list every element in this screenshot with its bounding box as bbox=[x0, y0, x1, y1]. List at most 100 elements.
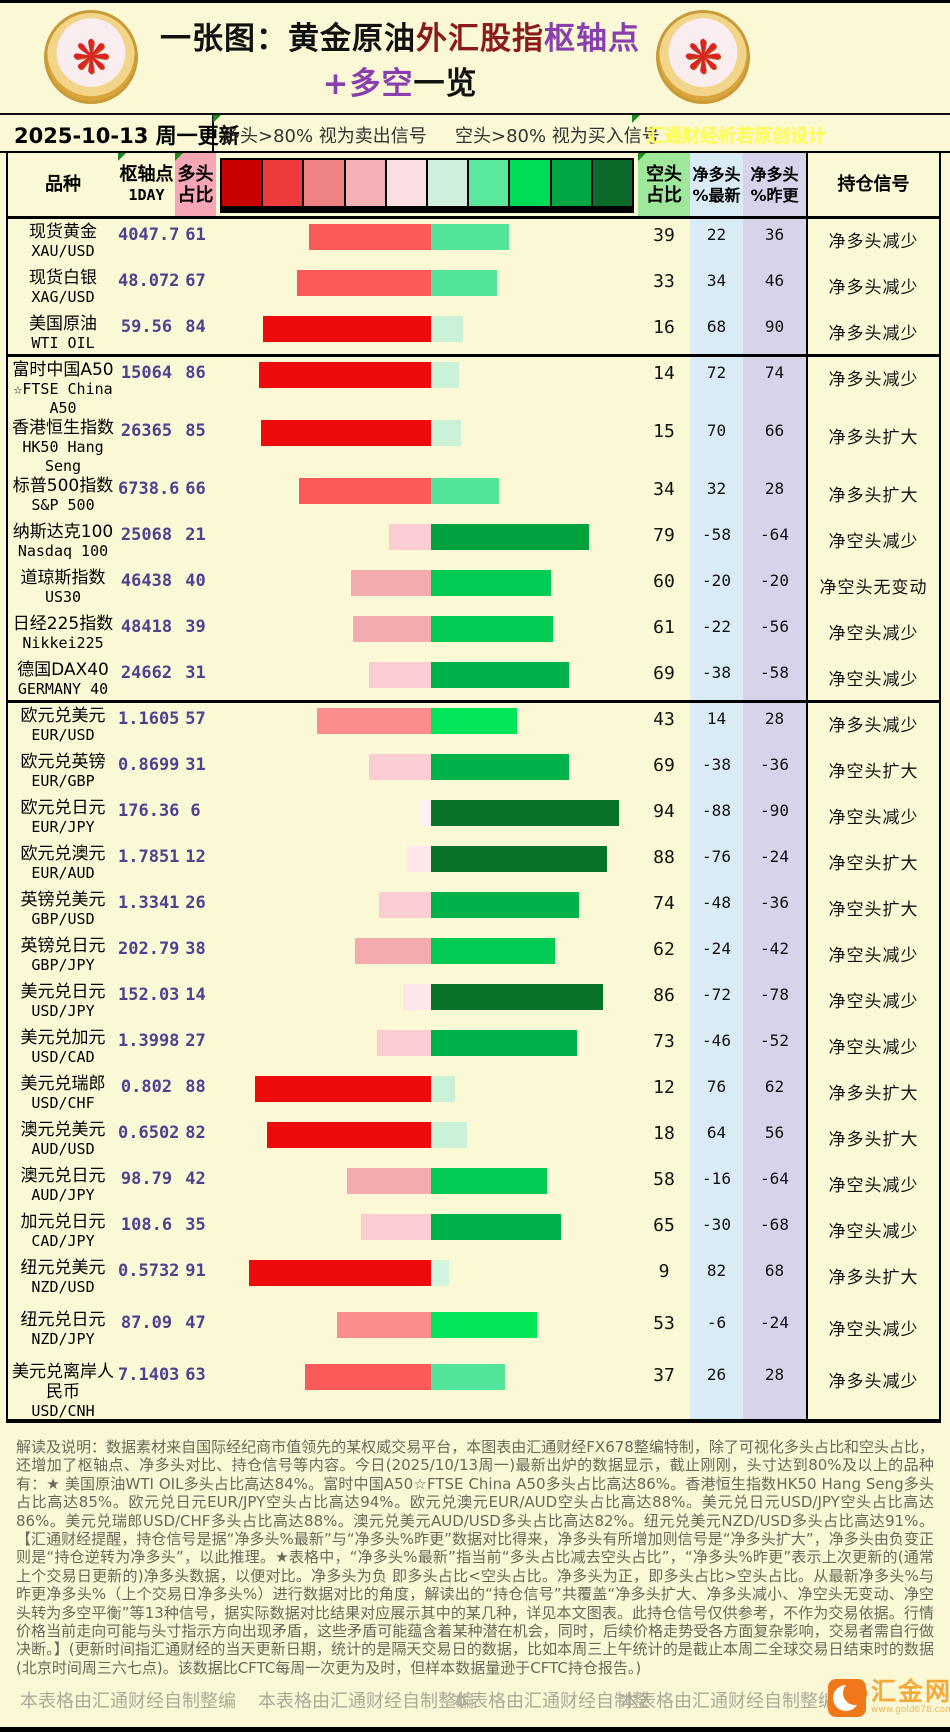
pivot-value: 4047.7 bbox=[118, 225, 180, 245]
net-long-latest-value: -30 bbox=[690, 1209, 743, 1255]
site-name: 汇金网 bbox=[871, 1677, 950, 1706]
product-name-cn: 欧元兑英镑 bbox=[20, 752, 106, 772]
table-row: 英镑兑美元 GBP/USD 1.3341 26 74 -48 -36 净空头扩大 bbox=[8, 887, 939, 933]
table-row: 英镑兑日元 GBP/JPY 202.79 38 62 -24 -42 净空头减少 bbox=[8, 933, 939, 979]
long-bar bbox=[263, 316, 431, 342]
long-bar bbox=[403, 984, 431, 1010]
product-name: 富时中国A50 ☆FTSE China A50 bbox=[8, 357, 118, 417]
long-ratio-value: 31 bbox=[185, 755, 206, 775]
product-name-sub: WTI OIL bbox=[31, 334, 95, 352]
product-name-sub: GERMANY 40 bbox=[17, 680, 109, 698]
short-ratio-value: 62 bbox=[653, 939, 675, 960]
position-signal: 净空头减少 bbox=[806, 795, 939, 841]
table-row: 香港恒生指数 HK50 Hang Seng 26365 85 15 70 66 净多头扩大 bbox=[8, 415, 939, 475]
net-long-latest-value: -20 bbox=[690, 565, 743, 611]
short-bar bbox=[431, 1364, 505, 1390]
product-name-sub: ☆FTSE China bbox=[13, 380, 113, 398]
net-long-prev-value: -24 bbox=[743, 841, 806, 887]
net-long-prev-value: 62 bbox=[743, 1071, 806, 1117]
position-signal: 净空头减少 bbox=[806, 519, 939, 565]
cell-note-triangle bbox=[213, 115, 221, 123]
short-ratio-value: 33 bbox=[653, 271, 675, 292]
long-ratio-value: 84 bbox=[185, 317, 206, 337]
pivot-value: 176.36 bbox=[118, 801, 180, 821]
page-title: 一张图：黄金原油外汇股指枢轴点+多空一览 bbox=[150, 13, 650, 103]
net-long-latest-value: 26 bbox=[690, 1359, 743, 1419]
long-short-bar-cell bbox=[216, 219, 638, 265]
long-ratio-value: 35 bbox=[185, 1215, 206, 1235]
net-long-latest-value: 68 bbox=[690, 311, 743, 354]
footer-credits: 本表格由汇通财经自制整编 本表格由汇通财经自制整编 本表格由汇通财经自制整 本表格由汇… bbox=[0, 1687, 950, 1713]
product-name-sub: NZD/JPY bbox=[31, 1330, 95, 1348]
short-ratio-value: 9 bbox=[658, 1261, 670, 1282]
short-bar bbox=[431, 1312, 537, 1338]
col-header-pivot: 枢轴点 1DAY bbox=[118, 153, 175, 216]
pivot-value: 0.802 bbox=[120, 1077, 173, 1097]
table-row: 日经225指数 Nikkei225 48418 39 61 -22 -56 净空头减少 bbox=[8, 611, 939, 657]
legend-swatch bbox=[302, 159, 344, 206]
col-header-net-latest: 净多头 %最新 bbox=[690, 153, 743, 216]
net-long-prev-value: -64 bbox=[743, 519, 806, 565]
position-signal: 净多头减少 bbox=[806, 703, 939, 749]
long-bar bbox=[361, 1214, 431, 1240]
long-ratio-value: 85 bbox=[185, 421, 206, 441]
product-name: 加元兑日元 CAD/JPY bbox=[8, 1209, 118, 1255]
pivot-value: 46438 bbox=[120, 571, 173, 591]
product-name-cn: 美元兑加元 bbox=[20, 1028, 106, 1048]
long-short-bar-cell bbox=[216, 611, 638, 657]
long-bar bbox=[355, 938, 431, 964]
short-ratio-value: 14 bbox=[653, 363, 675, 384]
pivot-long-short-table: 品种 枢轴点 1DAY 多头 占比 空头 占比 净多头 %最新 净多头 %昨更 bbox=[6, 153, 941, 1423]
long-ratio-value: 66 bbox=[185, 479, 206, 499]
credit-item: 本表格由汇通财经自制整编 bbox=[620, 1691, 836, 1712]
product-name-cn: 香港恒生指数 bbox=[12, 418, 114, 438]
product-name-cn: 富时中国A50 bbox=[12, 360, 114, 380]
short-ratio-value: 39 bbox=[653, 225, 675, 246]
table-row: 标普500指数 S&P 500 6738.6 66 34 32 28 净多头扩大 bbox=[8, 473, 939, 519]
product-name: 美元兑日元 USD/JPY bbox=[8, 979, 118, 1025]
table-row: 纳斯达克100 Nasdaq 100 25068 21 79 -58 -64 净空头减少 bbox=[8, 519, 939, 565]
short-bar bbox=[431, 224, 509, 250]
table-row: 德国DAX40 GERMANY 40 24662 31 69 -38 -58 净空头减少 bbox=[8, 657, 939, 703]
table-row: 美国原油 WTI OIL 59.56 84 16 68 90 净多头减少 bbox=[8, 311, 939, 357]
long-bar bbox=[347, 1168, 431, 1194]
long-short-bar-cell bbox=[216, 357, 638, 415]
product-name-cn: 欧元兑美元 bbox=[20, 706, 106, 726]
product-name: 欧元兑英镑 EUR/GBP bbox=[8, 749, 118, 795]
long-bar bbox=[259, 362, 431, 388]
table-row: 欧元兑日元 EUR/JPY 176.36 6 94 -88 -90 净空头减少 bbox=[8, 795, 939, 841]
short-bar bbox=[431, 984, 603, 1010]
net-long-latest-value: -76 bbox=[690, 841, 743, 887]
pivot-value: 87.09 bbox=[120, 1313, 173, 1333]
net-long-prev-value: 28 bbox=[743, 473, 806, 519]
product-name-sub: EUR/GBP bbox=[31, 772, 95, 790]
net-long-prev-value: -90 bbox=[743, 795, 806, 841]
net-long-prev-value: -36 bbox=[743, 749, 806, 795]
pivot-value: 26365 bbox=[120, 421, 173, 441]
long-short-bar-cell bbox=[216, 933, 638, 979]
long-bar bbox=[369, 754, 431, 780]
table-body: 现货黄金 XAU/USD 4047.7 61 39 22 36 净多头减少 现货白银 XAG/US… bbox=[8, 219, 939, 1423]
product-name-sub: CAD/JPY bbox=[31, 1232, 95, 1250]
position-signal: 净空头减少 bbox=[806, 979, 939, 1025]
short-ratio-value: 69 bbox=[653, 755, 675, 776]
table-row: 现货白银 XAG/USD 48.072 67 33 34 46 净多头减少 bbox=[8, 265, 939, 311]
net-long-prev-value: -24 bbox=[743, 1307, 806, 1359]
long-bar bbox=[299, 478, 431, 504]
product-name-sub: US30 bbox=[44, 588, 82, 606]
long-short-bar-cell bbox=[216, 565, 638, 611]
pivot-value: 108.6 bbox=[120, 1215, 173, 1235]
short-bar bbox=[431, 938, 555, 964]
table-row: 加元兑日元 CAD/JPY 108.6 35 65 -30 -68 净空头减少 bbox=[8, 1209, 939, 1255]
table-row: 美元兑加元 USD/CAD 1.3998 27 73 -46 -52 净空头减少 bbox=[8, 1025, 939, 1071]
net-long-prev-value: 36 bbox=[743, 219, 806, 265]
short-bar bbox=[431, 1168, 547, 1194]
legend-swatch bbox=[426, 159, 468, 206]
product-name-cn: 美元兑离岸人 bbox=[12, 1362, 114, 1382]
position-signal: 净空头减少 bbox=[806, 933, 939, 979]
product-name-cn: 现货黄金 bbox=[29, 222, 97, 242]
long-ratio-value: 6 bbox=[190, 801, 201, 821]
position-signal: 净空头无变动 bbox=[806, 565, 939, 611]
pivot-value: 48.072 bbox=[118, 271, 180, 291]
pivot-value: 7.1403 bbox=[118, 1365, 180, 1385]
